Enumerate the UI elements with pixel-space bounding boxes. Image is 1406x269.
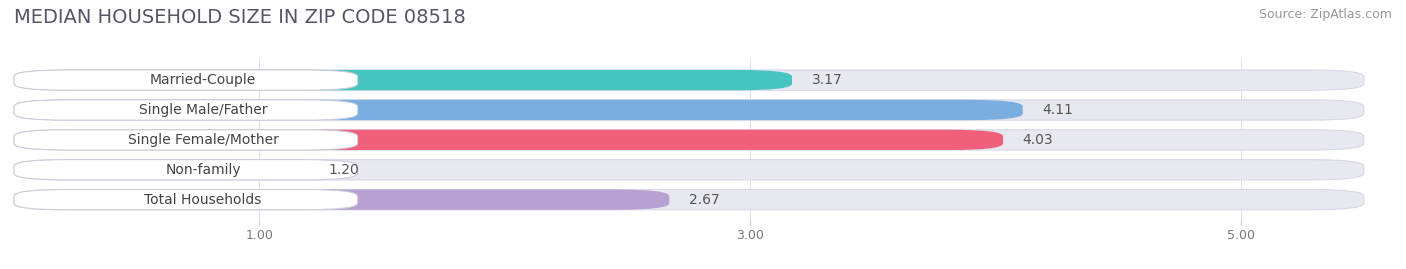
Text: Source: ZipAtlas.com: Source: ZipAtlas.com [1258,8,1392,21]
FancyBboxPatch shape [14,130,1364,150]
FancyBboxPatch shape [14,160,1364,180]
Text: Single Female/Mother: Single Female/Mother [128,133,278,147]
FancyBboxPatch shape [14,70,792,90]
Text: Non-family: Non-family [166,163,240,177]
FancyBboxPatch shape [14,189,669,210]
FancyBboxPatch shape [14,100,1364,120]
Text: 4.11: 4.11 [1042,103,1073,117]
FancyBboxPatch shape [14,160,357,180]
Text: MEDIAN HOUSEHOLD SIZE IN ZIP CODE 08518: MEDIAN HOUSEHOLD SIZE IN ZIP CODE 08518 [14,8,465,27]
Text: Married-Couple: Married-Couple [150,73,256,87]
FancyBboxPatch shape [14,70,1364,90]
Text: 2.67: 2.67 [689,193,720,207]
FancyBboxPatch shape [14,130,1002,150]
Text: 3.17: 3.17 [811,73,842,87]
FancyBboxPatch shape [14,70,357,90]
Text: 1.20: 1.20 [328,163,359,177]
FancyBboxPatch shape [14,160,308,180]
Text: 4.03: 4.03 [1022,133,1053,147]
FancyBboxPatch shape [14,100,1022,120]
FancyBboxPatch shape [14,130,357,150]
Text: Single Male/Father: Single Male/Father [139,103,267,117]
FancyBboxPatch shape [14,189,1364,210]
FancyBboxPatch shape [14,189,357,210]
FancyBboxPatch shape [14,100,357,120]
Text: Total Households: Total Households [145,193,262,207]
